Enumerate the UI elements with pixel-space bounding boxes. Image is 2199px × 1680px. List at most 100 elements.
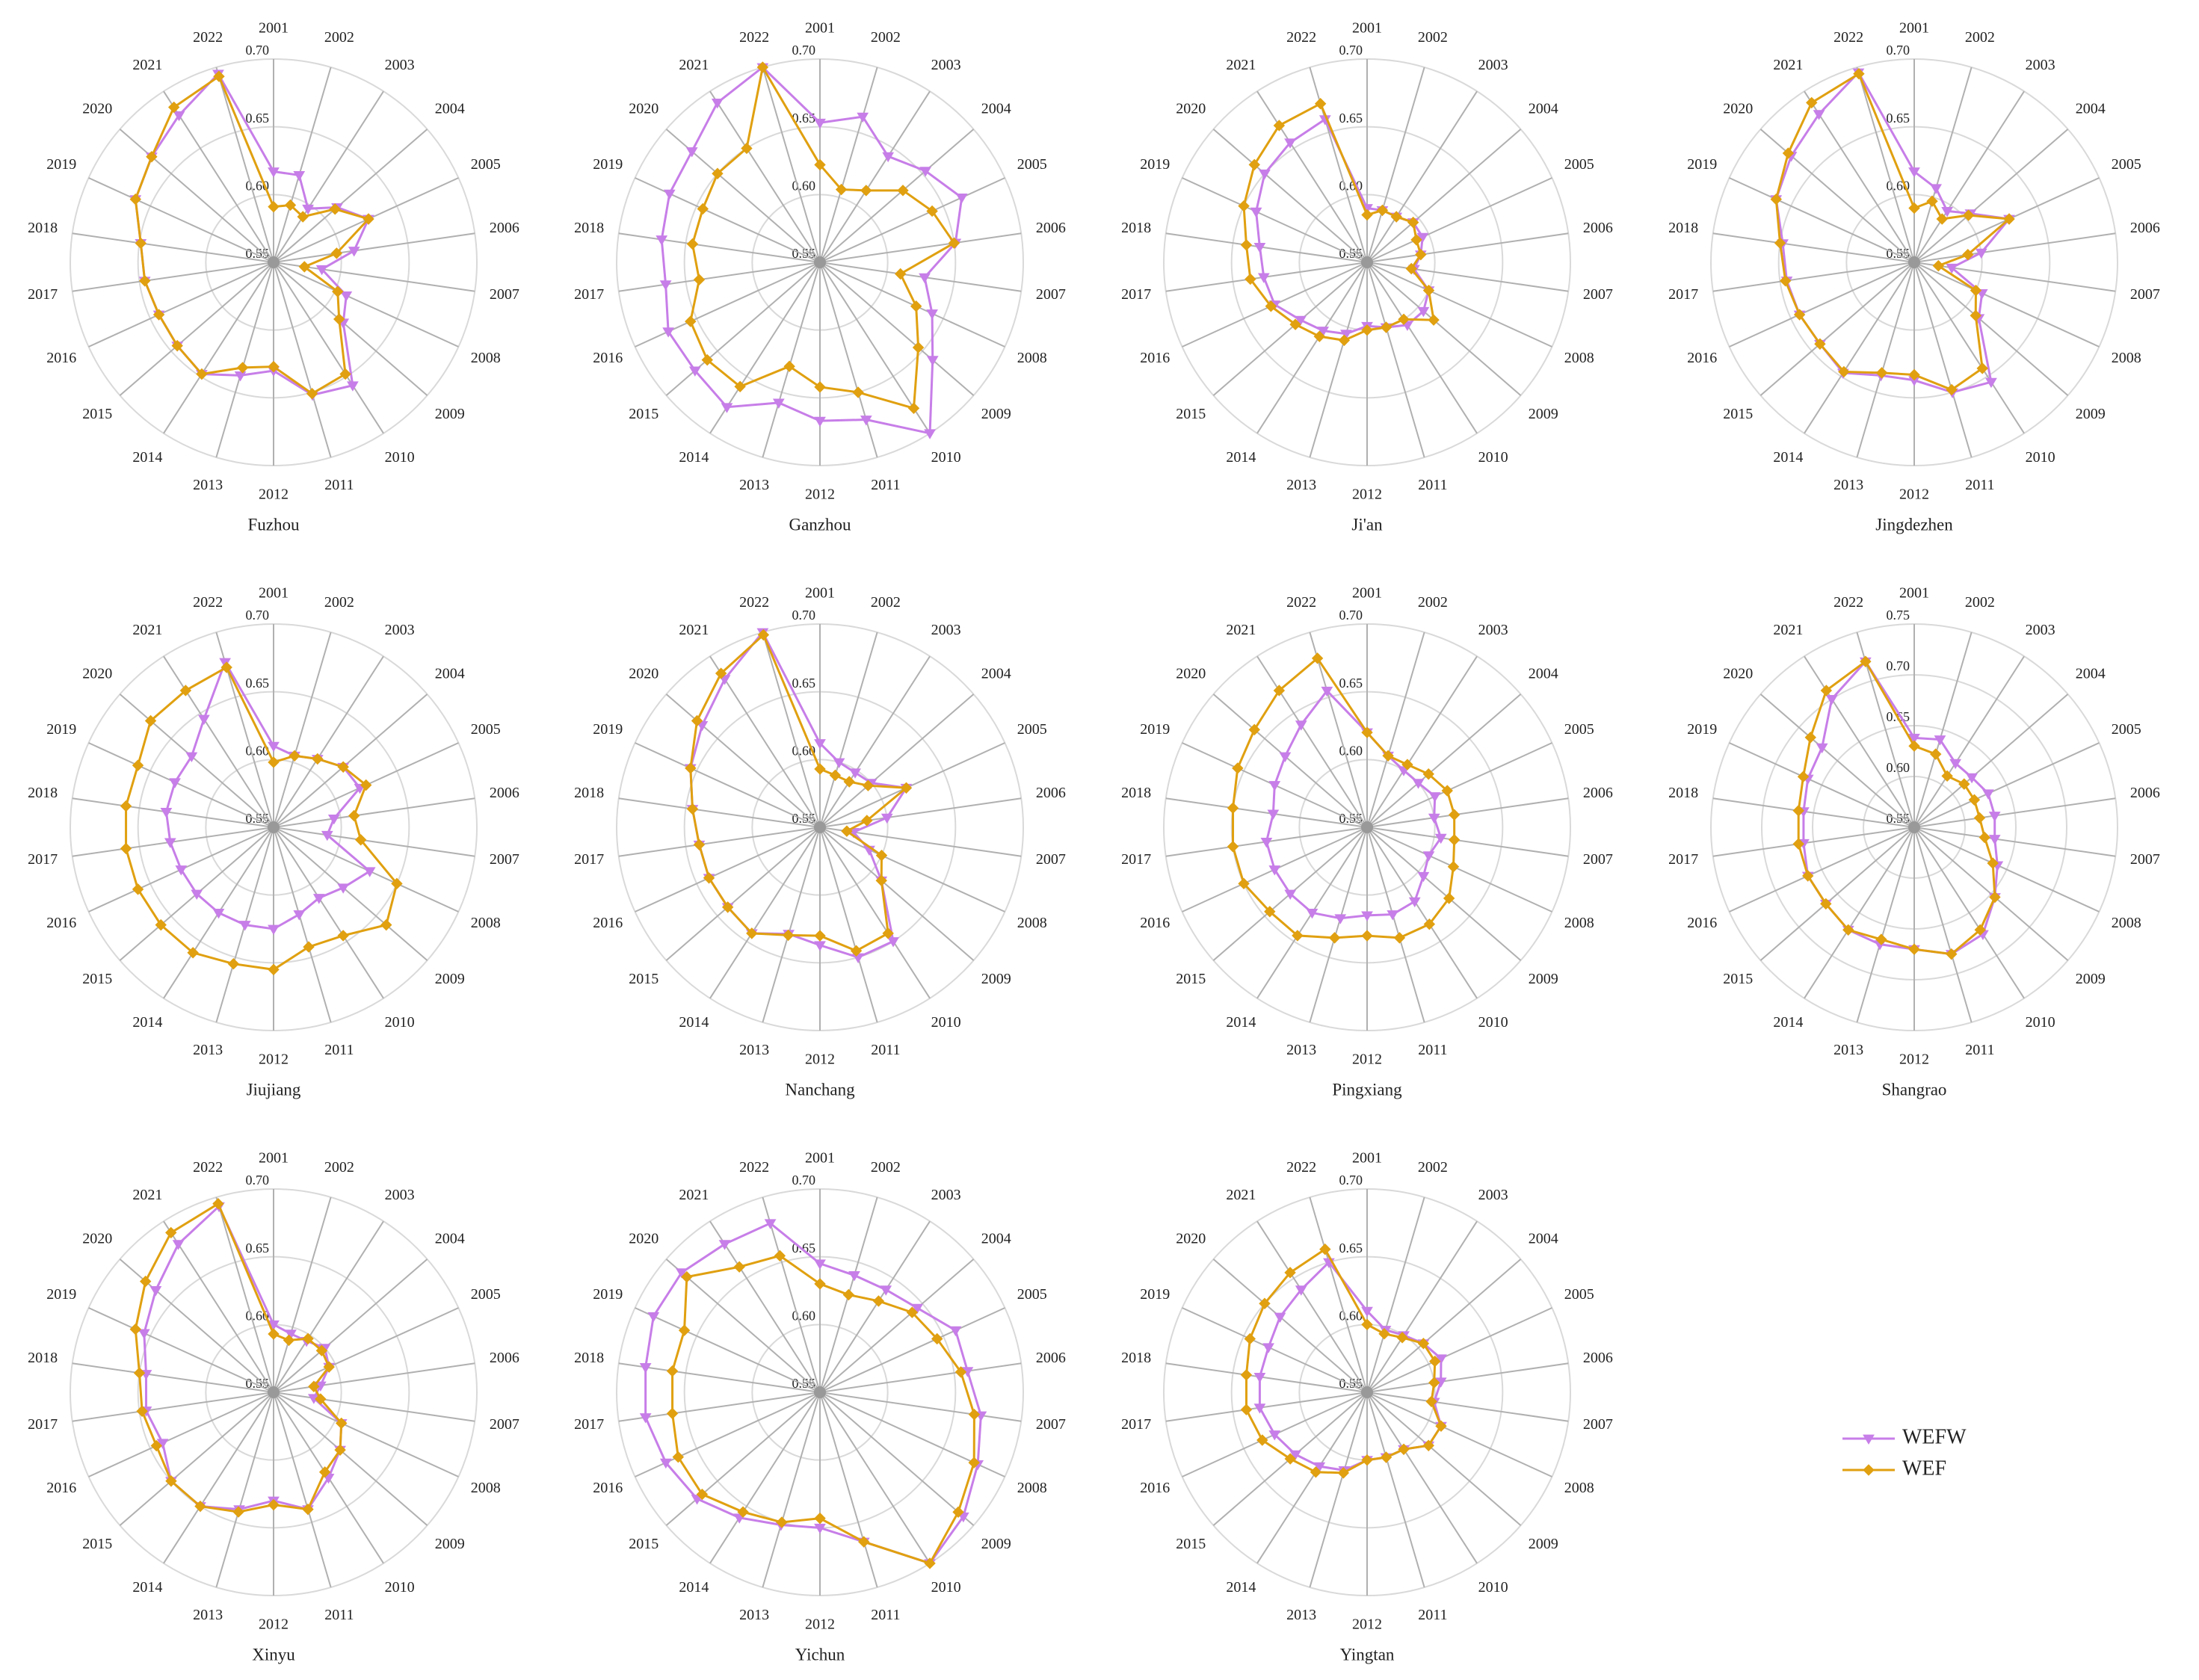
data-point — [333, 313, 345, 325]
category-label: 2011 — [1418, 1042, 1447, 1058]
data-point — [120, 842, 132, 855]
category-label: 2014 — [679, 1579, 709, 1596]
spoke — [215, 67, 274, 263]
data-point — [120, 800, 132, 812]
r-tick-label: 0.65 — [1339, 1241, 1363, 1256]
spoke — [819, 1220, 931, 1393]
data-point — [1774, 237, 1786, 249]
data-point — [734, 380, 746, 392]
data-point — [1435, 1420, 1447, 1432]
category-label: 2008 — [1017, 915, 1047, 931]
data-point — [733, 1261, 745, 1273]
category-label: 2022 — [1286, 1159, 1316, 1176]
radar-chart: 0.550.600.650.70200120022003200420052006… — [28, 1150, 519, 1664]
data-point — [1441, 785, 1453, 797]
category-label: 2008 — [1564, 915, 1594, 931]
radar-chart: 0.550.600.650.70200120022003200420052006… — [574, 585, 1066, 1099]
data-point — [179, 685, 192, 697]
category-label: 2017 — [574, 851, 604, 868]
data-point — [354, 834, 367, 846]
spoke — [1366, 827, 1478, 999]
data-point — [1361, 726, 1373, 738]
data-point — [1412, 779, 1425, 789]
spoke — [88, 1307, 274, 1393]
data-point — [1443, 892, 1455, 904]
category-label: 2013 — [1286, 1042, 1316, 1058]
data-point — [1361, 209, 1373, 221]
spoke — [1913, 262, 1973, 458]
spoke — [819, 90, 931, 263]
category-label: 2007 — [1036, 286, 1066, 303]
chart-title: Ganzhou — [789, 515, 851, 534]
spoke — [273, 655, 384, 828]
category-label: 2015 — [1176, 971, 1206, 987]
category-label: 2003 — [931, 1187, 961, 1203]
spoke — [119, 694, 274, 828]
spoke — [665, 694, 821, 828]
category-label: 2002 — [324, 594, 354, 611]
category-label: 2006 — [1583, 785, 1613, 801]
data-point — [686, 803, 699, 815]
category-label: 2015 — [629, 1536, 659, 1552]
data-point — [175, 865, 188, 876]
spoke — [618, 1392, 821, 1422]
category-label: 2003 — [1478, 57, 1508, 73]
category-label: 2009 — [1529, 971, 1558, 987]
category-label: 2017 — [1121, 1416, 1151, 1433]
category-label: 2022 — [1833, 29, 1863, 46]
category-label: 2014 — [132, 449, 162, 466]
spoke — [1913, 742, 2100, 828]
category-label: 2016 — [593, 350, 623, 366]
spoke — [762, 1196, 821, 1393]
data-point — [872, 1295, 885, 1307]
data-point — [339, 368, 351, 380]
data-point — [234, 371, 247, 382]
category-label: 2013 — [193, 1607, 223, 1623]
data-point — [1253, 242, 1266, 253]
spoke — [1366, 655, 1478, 828]
category-label: 2013 — [1286, 477, 1316, 493]
data-point — [321, 830, 333, 841]
category-label: 2012 — [805, 1051, 835, 1068]
category-label: 2017 — [28, 851, 58, 868]
spoke — [1712, 797, 1915, 828]
category-label: 2013 — [193, 1042, 223, 1058]
data-point — [910, 300, 922, 312]
category-label: 2019 — [593, 156, 623, 173]
category-label: 2010 — [2026, 449, 2055, 466]
category-label: 2013 — [739, 477, 769, 493]
data-point — [639, 1363, 652, 1374]
spoke — [1712, 262, 1915, 292]
data-point — [1816, 743, 1828, 754]
data-point — [1289, 318, 1301, 330]
data-point — [315, 1393, 327, 1405]
data-point — [841, 825, 853, 837]
data-point — [1265, 300, 1277, 312]
category-label: 2001 — [1899, 585, 1929, 602]
spoke — [273, 232, 475, 263]
data-point — [1946, 948, 1958, 960]
category-label: 2018 — [28, 220, 58, 236]
center — [1908, 256, 1920, 268]
data-point — [138, 1329, 150, 1339]
data-point — [312, 753, 324, 765]
spoke — [819, 232, 1022, 263]
data-point — [129, 1323, 141, 1335]
center — [268, 1386, 280, 1398]
category-label: 2022 — [739, 1159, 769, 1176]
data-point — [1398, 1443, 1410, 1455]
category-label: 2005 — [1017, 156, 1047, 173]
spoke — [819, 742, 1005, 828]
category-label: 2010 — [931, 1014, 961, 1031]
data-point — [268, 200, 280, 213]
data-point — [676, 1268, 688, 1279]
data-point — [858, 1536, 870, 1548]
data-point — [332, 285, 344, 297]
data-point — [814, 381, 826, 393]
spoke — [72, 262, 274, 292]
data-point — [212, 1198, 224, 1210]
category-label: 2004 — [2076, 100, 2106, 117]
data-point — [149, 1286, 162, 1297]
spoke — [709, 1392, 821, 1564]
data-point — [861, 815, 873, 827]
